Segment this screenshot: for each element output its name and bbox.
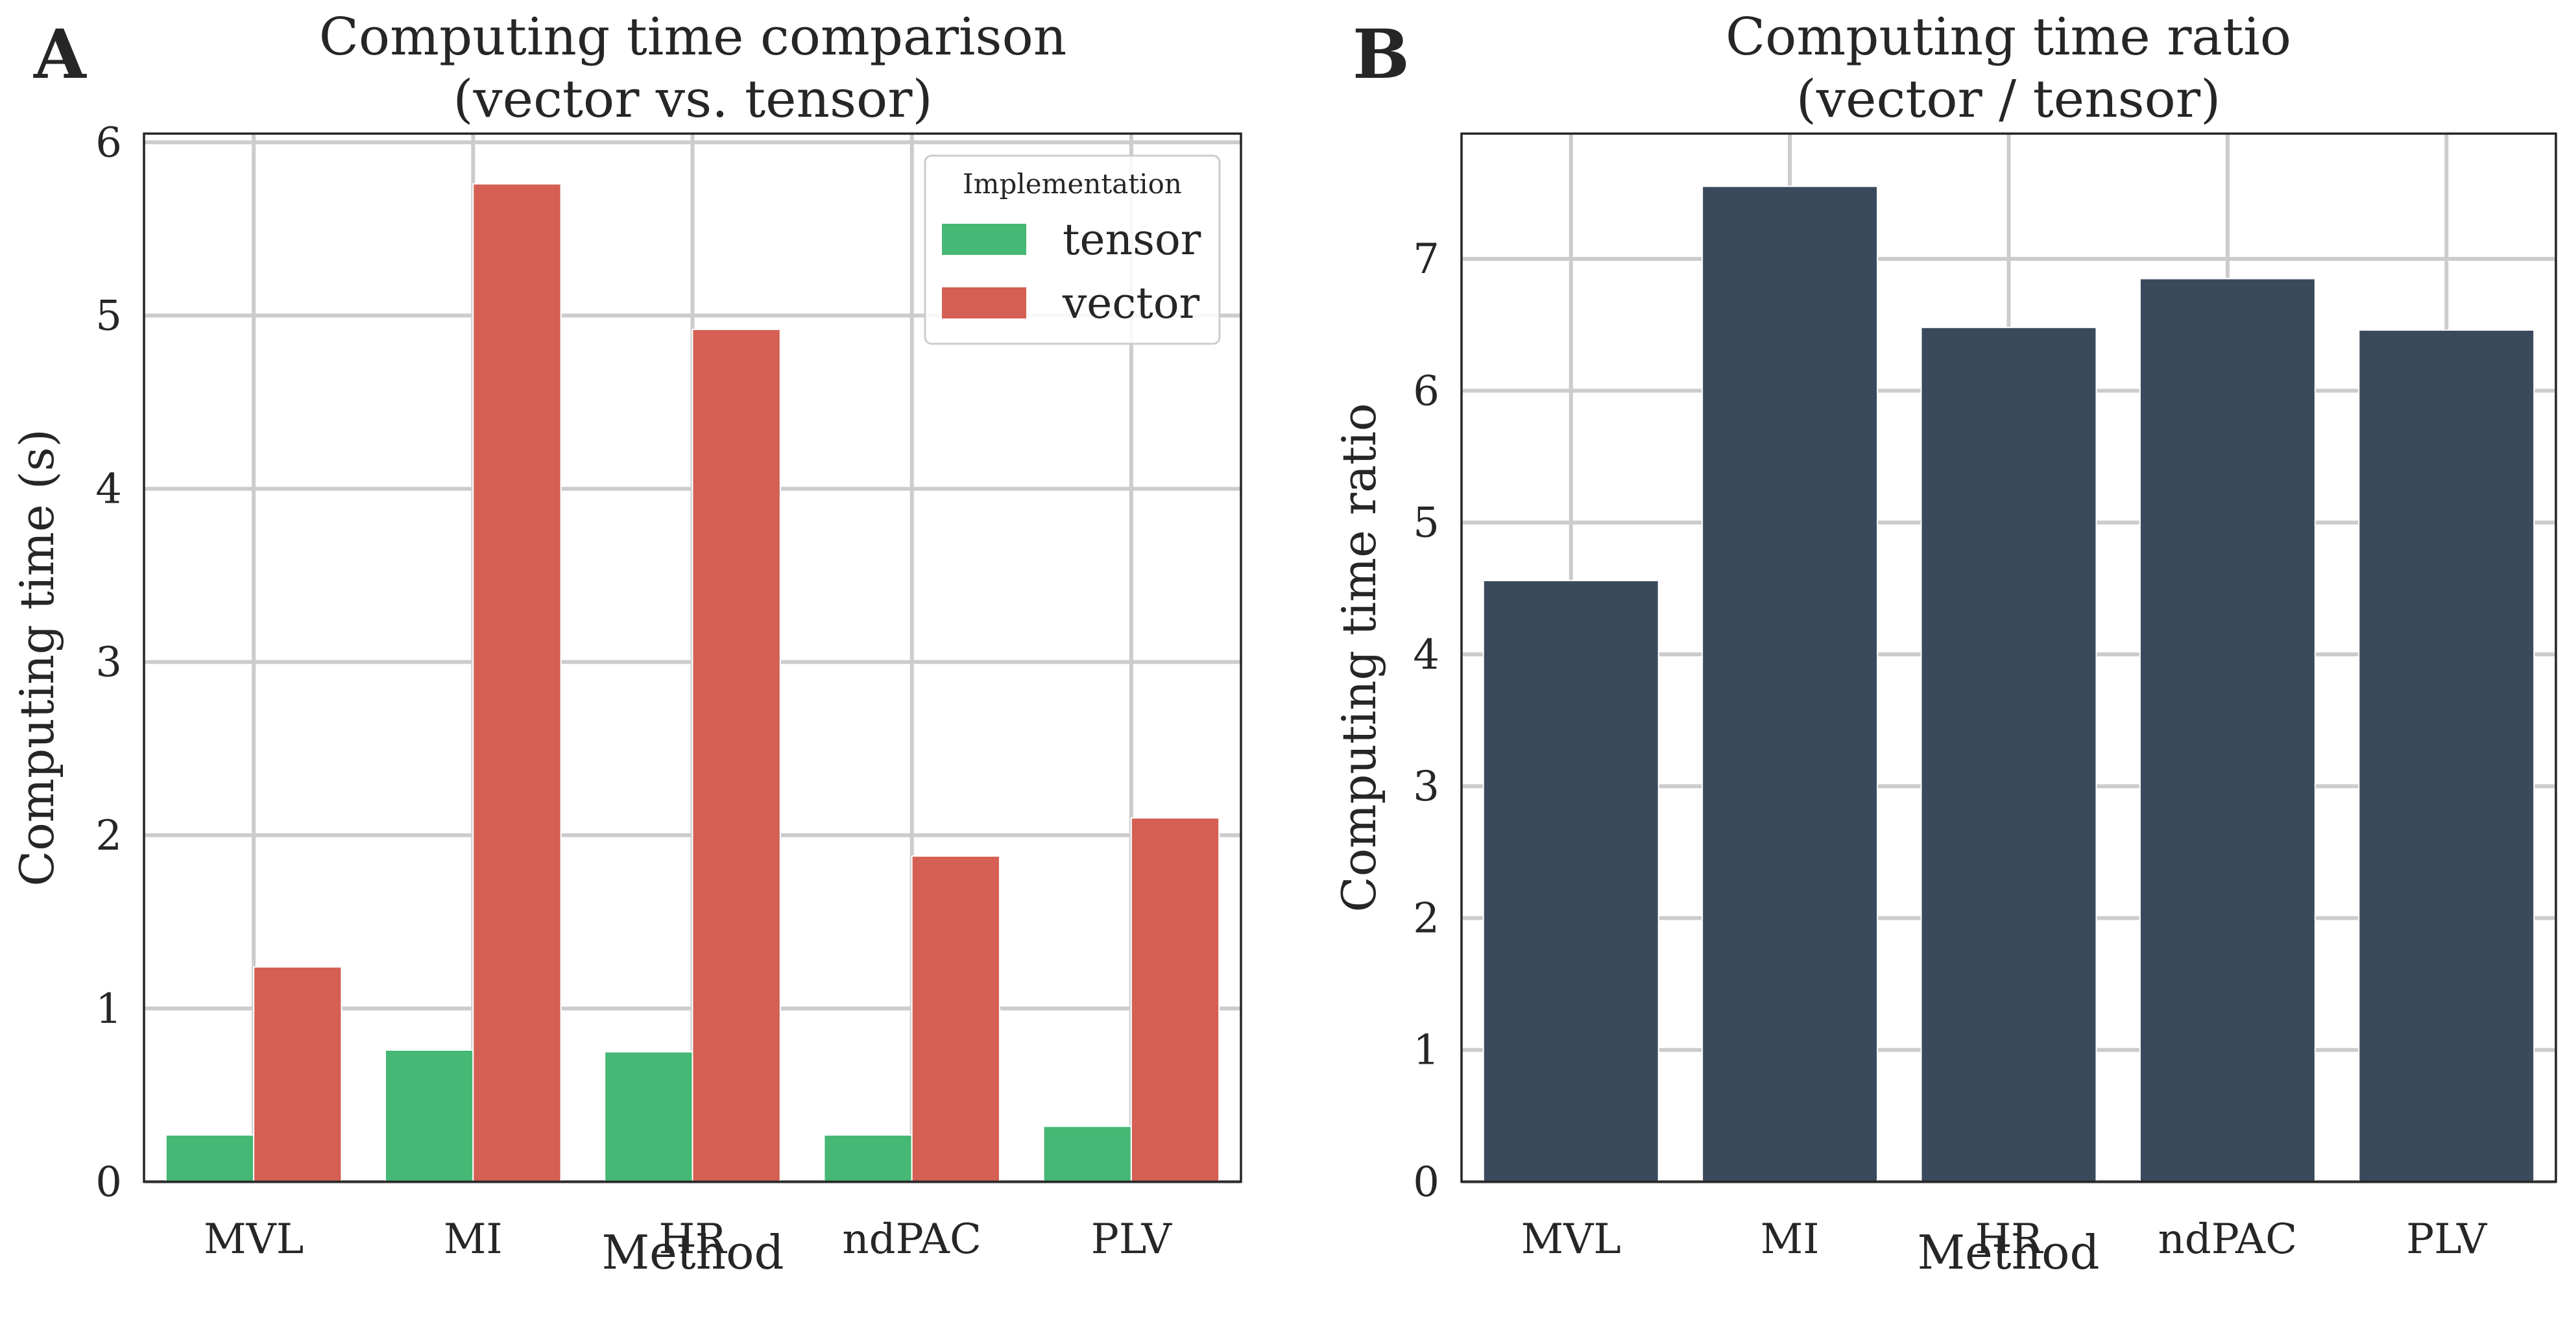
- bar-tensor-MI: [385, 1049, 474, 1182]
- y-tick-label: 7: [1413, 235, 1439, 283]
- panel-b-bars: [1482, 185, 2535, 1183]
- bar-vector-HR: [692, 328, 781, 1182]
- panel-b-plot-frame: [1460, 132, 2557, 1183]
- legend-swatch-vector: [942, 287, 1026, 318]
- bar-ratio-MI: [1702, 185, 1879, 1182]
- panel-b-title-line2: (vector / tensor): [1796, 69, 2221, 129]
- bar-ratio-HR: [1920, 326, 2097, 1183]
- panel-a-x-axis-label: Method: [601, 1225, 784, 1280]
- panel-b-title-line1: Computing time ratio: [1726, 6, 2291, 67]
- x-tick-label: PLV: [1091, 1215, 1173, 1263]
- y-tick-label: 2: [95, 812, 122, 860]
- panel-b-x-ticks: MVL MI HR ndPAC PLV: [1521, 1215, 2488, 1263]
- y-tick-label: 2: [1413, 894, 1439, 942]
- bar-tensor-MVL: [165, 1134, 255, 1182]
- y-tick-label: 0: [1413, 1158, 1439, 1206]
- x-tick-label: MVL: [204, 1215, 304, 1263]
- y-tick-label: 4: [1413, 631, 1439, 679]
- y-tick-label: 1: [1413, 1027, 1439, 1075]
- panel-a-y-ticks: 0 1 2 3 4 5 6: [95, 119, 122, 1206]
- panel-a-letter: A: [33, 14, 87, 94]
- panel-a-chart: A Computing time comparison (vector vs. …: [10, 6, 1242, 1280]
- x-tick-label: MI: [1761, 1215, 1820, 1263]
- bar-tensor-PLV: [1042, 1125, 1132, 1183]
- x-tick-label: MVL: [1521, 1215, 1621, 1263]
- legend-title: Implementation: [963, 168, 1182, 200]
- bar-tensor-ndPAC: [823, 1134, 913, 1182]
- panel-a-y-axis-label: Computing time (s): [10, 429, 64, 886]
- legend-label-tensor: tensor: [1063, 215, 1201, 265]
- panel-b-y-ticks: 0 1 2 3 4 5 6 7: [1413, 235, 1439, 1206]
- bar-vector-PLV: [1130, 817, 1220, 1182]
- y-tick-label: 0: [95, 1158, 122, 1206]
- bar-ratio-ndPAC: [2139, 278, 2316, 1182]
- y-tick-label: 3: [95, 639, 122, 687]
- x-tick-label: ndPAC: [842, 1215, 981, 1263]
- y-tick-label: 1: [95, 985, 122, 1033]
- x-tick-label: MI: [444, 1215, 503, 1263]
- bar-vector-MI: [472, 183, 562, 1182]
- y-tick-label: 5: [95, 292, 122, 340]
- y-tick-label: 6: [1413, 367, 1439, 415]
- panel-b-y-axis-label: Computing time ratio: [1332, 403, 1386, 913]
- y-tick-label: 3: [1413, 763, 1439, 811]
- y-tick-label: 5: [1413, 499, 1439, 547]
- bar-vector-ndPAC: [911, 855, 1000, 1182]
- legend-label-vector: vector: [1062, 278, 1200, 328]
- x-tick-label: HR: [659, 1215, 728, 1263]
- panel-a-bars: [165, 183, 1220, 1183]
- x-tick-label: ndPAC: [2158, 1215, 2298, 1263]
- panel-a-title-line2: (vector vs. tensor): [453, 69, 932, 129]
- panel-b-letter: B: [1353, 14, 1410, 94]
- y-tick-label: 4: [95, 466, 122, 514]
- panel-b-chart: B Computing time ratio (vector / tensor)…: [1332, 6, 2557, 1280]
- bar-tensor-HR: [604, 1051, 693, 1183]
- bar-ratio-MVL: [1482, 580, 1659, 1182]
- panel-a-title-line1: Computing time comparison: [319, 6, 1067, 67]
- x-tick-label: PLV: [2406, 1215, 2488, 1263]
- y-tick-label: 6: [95, 119, 122, 167]
- panel-a-plot-frame: [143, 132, 1242, 1183]
- legend: Implementation tensor vector: [924, 154, 1221, 345]
- x-tick-label: HR: [1975, 1215, 2044, 1263]
- panel-b-x-axis-label: Method: [1917, 1225, 2099, 1280]
- panel-a-x-ticks: MVL MI HR ndPAC PLV: [204, 1215, 1173, 1263]
- bar-ratio-PLV: [2358, 329, 2535, 1183]
- legend-swatch-tensor: [942, 224, 1026, 255]
- bar-vector-MVL: [253, 966, 343, 1182]
